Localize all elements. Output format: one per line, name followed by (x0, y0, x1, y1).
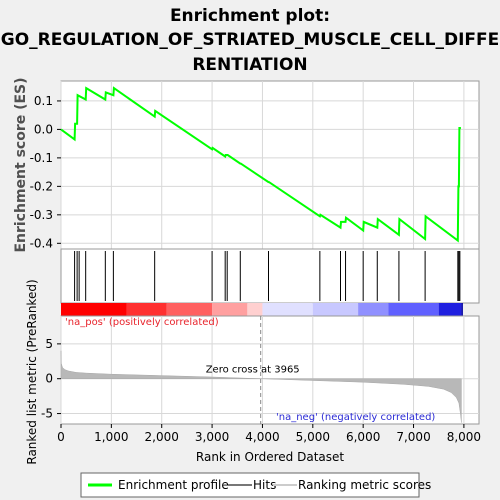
legend-item-label: Enrichment profile (118, 478, 229, 492)
colorbar-segment (388, 303, 439, 316)
es-axis-label: Enrichment score (ES) (13, 77, 29, 252)
colorbar-segment (438, 303, 462, 316)
x-tick-label: 5,000 (296, 430, 330, 444)
legend-item-label: Ranking metric scores (298, 478, 431, 492)
x-tick-label: 6,000 (346, 430, 380, 444)
enrichment-profile-line (60, 86, 461, 243)
rank-tick-label: 5 (45, 337, 53, 351)
rank-panel (60, 315, 480, 425)
x-tick-label: 1,000 (94, 430, 128, 444)
zero-cross-label: Zero cross at 3965 (206, 365, 300, 376)
hits-panel (60, 248, 480, 304)
rank-axis-label: Ranked list metric (PreRanked) (25, 279, 39, 464)
es-tick-label: -0.3 (30, 208, 53, 222)
colorbar-segment (461, 303, 463, 316)
chart-title-line-3: RENTIATION (192, 55, 307, 75)
es-tick-label: -0.1 (30, 151, 53, 165)
es-tick-label: 0.1 (34, 94, 53, 108)
legend-item-label: Hits (253, 478, 276, 492)
x-tick-label: 4,000 (245, 430, 279, 444)
chart-title-line-1: Enrichment plot: (170, 6, 330, 26)
colorbar-segment (126, 303, 167, 316)
chart-title-line-2: GO_REGULATION_OF_STRIATED_MUSCLE_CELL_DI… (1, 30, 500, 50)
x-axis-label: Rank in Ordered Dataset (196, 450, 344, 464)
colorbar-segment (212, 303, 248, 316)
x-tick-label: 7,000 (396, 430, 430, 444)
x-tick-label: 2,000 (145, 430, 179, 444)
x-tick-label: 3,000 (195, 430, 229, 444)
rank-tick-label: -5 (41, 407, 53, 421)
colorbar-segment (247, 303, 263, 316)
colorbar-segment (166, 303, 213, 316)
es-panel (60, 80, 480, 250)
pos-correlated-label: 'na_pos' (positively correlated) (65, 317, 219, 328)
x-tick-label: 0 (57, 430, 65, 444)
es-tick-label: -0.4 (30, 236, 53, 250)
neg-correlated-label: 'na_neg' (negatively correlated) (276, 412, 435, 423)
colorbar-segment (312, 303, 359, 316)
es-tick-label: 0.0 (34, 122, 53, 136)
x-tick-label: 8,000 (447, 430, 481, 444)
ranking-metric-area (60, 350, 462, 423)
es-tick-label: -0.2 (30, 179, 53, 193)
colorbar-segment (61, 303, 127, 316)
rank-tick-label: 0 (45, 372, 53, 386)
colorbar-segment (358, 303, 389, 316)
colorbar-segment (262, 303, 313, 316)
